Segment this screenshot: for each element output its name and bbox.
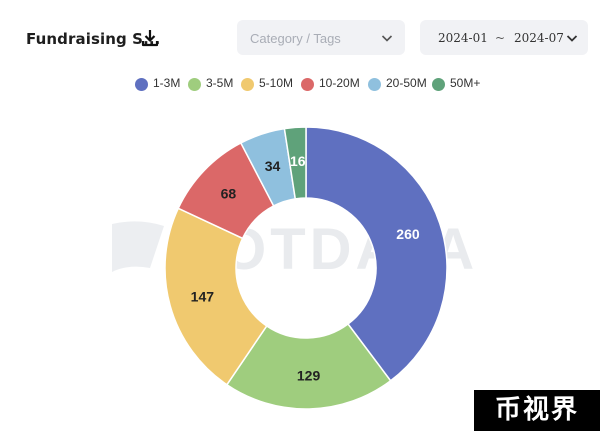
date-separator: ~ (495, 31, 506, 45)
legend-label: 20-50M (386, 76, 427, 90)
slice-value-label: 129 (297, 367, 321, 383)
legend-swatch (432, 78, 445, 91)
legend-label: 50M+ (450, 76, 481, 90)
slice-value-label: 147 (191, 289, 215, 305)
chart-legend: 1-3M 3-5M 5-10M 10-20M 20-50M 50M+ (0, 76, 600, 96)
chevron-down-icon (566, 35, 578, 42)
legend-label: 3-5M (206, 76, 234, 90)
donut-slice-5-10m[interactable] (164, 207, 268, 386)
legend-swatch (188, 78, 201, 91)
legend-swatch (135, 78, 148, 91)
slice-value-label: 16 (290, 153, 306, 169)
date-range-select[interactable]: 2024-01 ~ 2024-07 (420, 20, 588, 55)
chart-title: Fundraising S... (26, 30, 161, 48)
legend-label: 1-3M (153, 76, 181, 90)
date-start: 2024-01 (438, 31, 488, 45)
watermark-logo (112, 221, 164, 272)
donut-slice-1-3m[interactable] (305, 126, 448, 382)
slice-value-label: 260 (396, 226, 420, 242)
donut-slice-3-5m[interactable] (225, 322, 392, 410)
brand-logo: 币视界 (474, 390, 600, 431)
category-placeholder: Category / Tags (250, 31, 341, 46)
donut-slice-50m-[interactable] (283, 126, 307, 200)
legend-label: 10-20M (319, 76, 360, 90)
legend-swatch (301, 78, 314, 91)
slice-value-label: 68 (221, 186, 237, 202)
date-end: 2024-07 (514, 31, 564, 45)
download-icon (141, 30, 159, 47)
legend-swatch (368, 78, 381, 91)
chart-header: Fundraising S... Category / Tags 2024-01… (0, 0, 600, 78)
category-select[interactable]: Category / Tags (237, 20, 405, 55)
legend-swatch (241, 78, 254, 91)
download-button[interactable] (140, 28, 160, 48)
chevron-down-icon (381, 35, 393, 42)
slice-value-label: 34 (265, 158, 281, 174)
legend-label: 5-10M (259, 76, 294, 90)
